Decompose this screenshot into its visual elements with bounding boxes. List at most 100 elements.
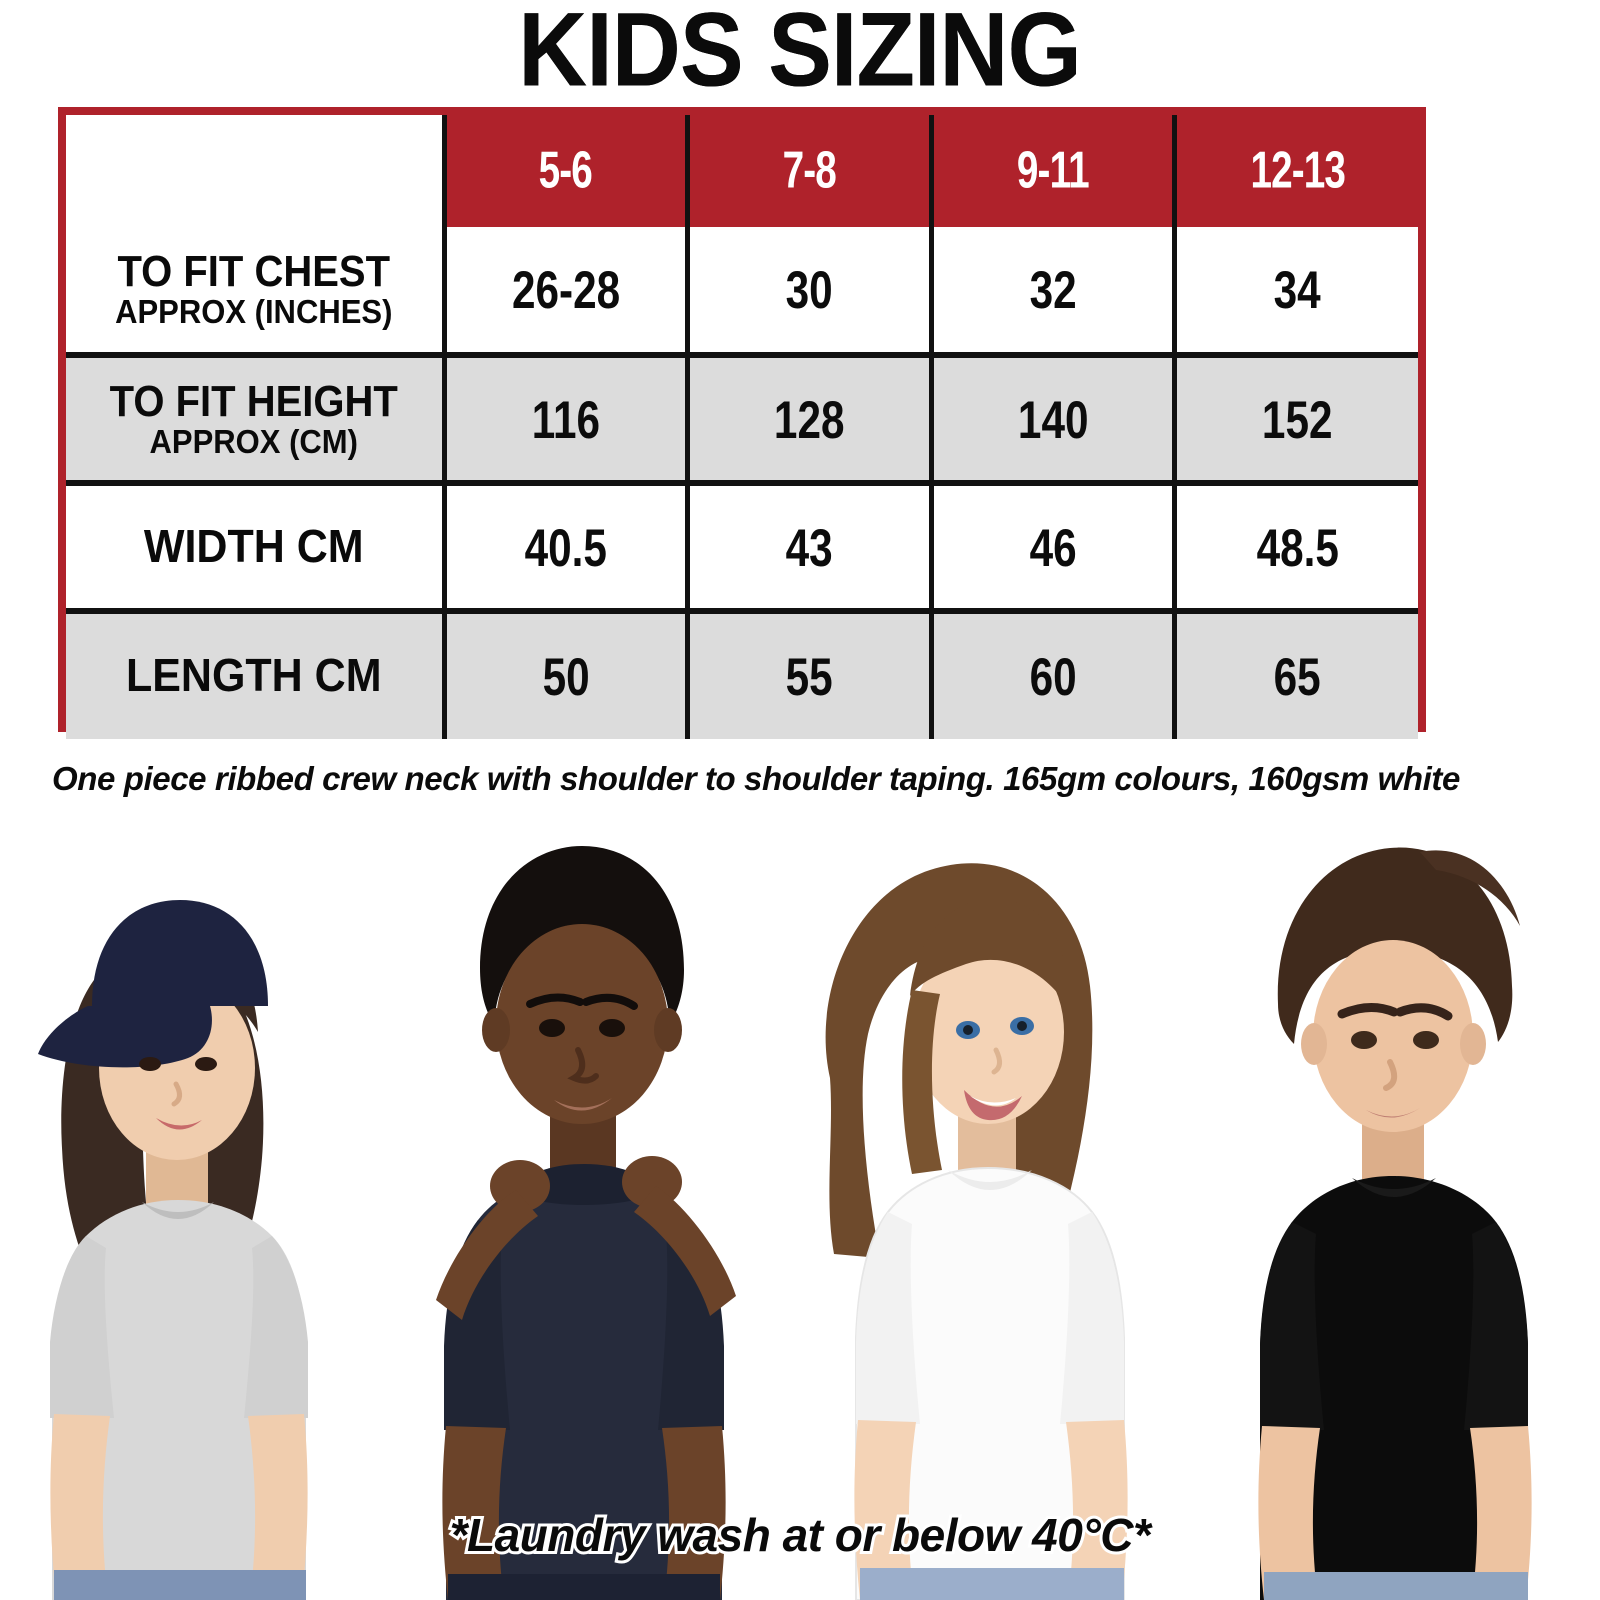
hair-fringe	[910, 898, 1067, 1004]
arm-left	[50, 1414, 110, 1600]
ear-right	[1460, 1023, 1486, 1065]
tshirt-sleeve-right	[244, 1236, 308, 1418]
cell-value: 50	[542, 646, 590, 707]
model-illustration	[1258, 847, 1532, 1600]
model-illustration	[436, 846, 736, 1600]
nose	[991, 1047, 1002, 1075]
arm-right	[1066, 1420, 1128, 1600]
sizing-table-container: 5-6 7-8 9-11 12-13 TO FIT CHEST APPROX (…	[58, 107, 1426, 739]
jeans	[1264, 1572, 1528, 1600]
ear-left	[1301, 1023, 1327, 1065]
brow-right	[1395, 1003, 1453, 1021]
cell-value: 26-28	[511, 259, 620, 320]
model-boy-navy-tee	[370, 818, 790, 1600]
cell-height-5-6: 116	[444, 352, 690, 483]
brow-right	[582, 993, 638, 1010]
cell-length-7-8: 55	[687, 608, 934, 739]
cell-width-12-13: 48.5	[1174, 480, 1418, 611]
nose	[171, 1081, 182, 1107]
teeth	[970, 1096, 1016, 1106]
tshirt-body	[52, 1200, 306, 1600]
row-label-chest-main: TO FIT CHEST	[117, 248, 391, 296]
cell-width-7-8: 43	[687, 480, 934, 611]
cell-value: 152	[1262, 389, 1333, 449]
cell-value: 60	[1029, 646, 1077, 707]
row-label-width-main: WIDTH CM	[143, 520, 364, 573]
pupil-right	[1017, 1021, 1027, 1031]
arm-right	[248, 1414, 308, 1600]
cell-height-12-13: 152	[1174, 352, 1418, 483]
arm-right	[662, 1426, 726, 1600]
cell-value: 34	[1273, 259, 1322, 320]
model-boy-black-tee	[1190, 818, 1590, 1600]
nose	[567, 1047, 599, 1084]
arm-left	[854, 1420, 916, 1600]
hair-spike	[1420, 850, 1520, 926]
cell-height-7-8: 128	[687, 352, 934, 483]
cell-chest-5-6: 26-28	[444, 227, 690, 355]
eye-right	[195, 1057, 217, 1071]
face	[496, 924, 668, 1124]
table-header-row: 5-6 7-8 9-11 12-13	[66, 115, 1418, 227]
page-header: KIDS SIZING	[0, 0, 1600, 109]
cell-value: 30	[785, 259, 833, 320]
column-header-age-1: 7-8	[687, 115, 934, 227]
model-photo-band	[0, 818, 1600, 1600]
tshirt-sleeve-left	[856, 1212, 920, 1424]
brow-left	[526, 993, 584, 1008]
row-label-width: WIDTH CM	[66, 480, 447, 611]
row-label-height-sub: APPROX (CM)	[149, 422, 358, 460]
model-girl-white-tee	[790, 818, 1190, 1600]
mouth	[964, 1090, 1022, 1121]
column-header-age-0: 5-6	[444, 115, 690, 227]
cell-value: 32	[1029, 259, 1077, 320]
column-header-age-0-label: 5-6	[539, 141, 593, 200]
model-illustration	[38, 900, 308, 1600]
cap-crown	[92, 900, 268, 1006]
table-row: WIDTH CM 40.5 43 46 48.5	[66, 480, 1418, 611]
row-label-height: TO FIT HEIGHT APPROX (CM)	[66, 352, 447, 483]
column-header-age-2: 9-11	[931, 115, 1177, 227]
row-label-length-main: LENGTH CM	[125, 650, 382, 702]
page-title: KIDS SIZING	[518, 0, 1083, 109]
hair-side-strand	[902, 990, 942, 1174]
laundry-note: *Laundry wash at or below 40°C*	[447, 1506, 1154, 1564]
cell-value: 55	[785, 646, 833, 707]
tshirt-sleeve-right	[1464, 1222, 1528, 1430]
column-header-age-2-label: 9-11	[1016, 141, 1090, 200]
cell-value: 65	[1273, 646, 1322, 707]
eye-left	[1351, 1031, 1377, 1049]
pupil-left	[963, 1025, 973, 1035]
eye-right	[599, 1019, 625, 1037]
cell-chest-7-8: 30	[687, 227, 934, 355]
table-row: TO FIT HEIGHT APPROX (CM) 116 128 140 15…	[66, 352, 1418, 483]
cell-chest-12-13: 34	[1174, 227, 1418, 355]
jeans	[54, 1570, 306, 1600]
tshirt-collar	[142, 1202, 214, 1219]
cell-value: 116	[531, 389, 600, 449]
nose	[1383, 1059, 1398, 1091]
forearm-right	[634, 1186, 736, 1316]
mouth	[554, 1098, 612, 1111]
row-label-height-main: TO FIT HEIGHT	[109, 377, 398, 426]
forearm-left	[436, 1190, 538, 1320]
arm-right	[1470, 1426, 1532, 1600]
tshirt-sleeve-left	[1260, 1222, 1324, 1430]
tshirt-sleeve-right	[1060, 1212, 1124, 1424]
table-row: TO FIT CHEST APPROX (INCHES) 26-28 30 32…	[66, 227, 1418, 355]
jeans	[860, 1568, 1124, 1600]
cell-value: 140	[1017, 389, 1089, 449]
row-label-chest-sub: APPROX (INCHES)	[115, 292, 393, 331]
cell-height-9-11: 140	[931, 352, 1177, 483]
cell-value: 43	[785, 517, 833, 577]
product-description: One piece ribbed crew neck with shoulder…	[52, 760, 1460, 797]
cell-length-9-11: 60	[931, 608, 1177, 739]
mouth	[1366, 1108, 1420, 1118]
tshirt-body	[446, 1174, 722, 1600]
tshirt-sleeve-left	[50, 1236, 114, 1418]
cell-value: 40.5	[524, 517, 607, 577]
eye-right	[1413, 1031, 1439, 1049]
mouth	[156, 1118, 202, 1130]
tshirt-body	[855, 1166, 1125, 1600]
model-girl-grey-tee-with-cap	[10, 818, 390, 1600]
